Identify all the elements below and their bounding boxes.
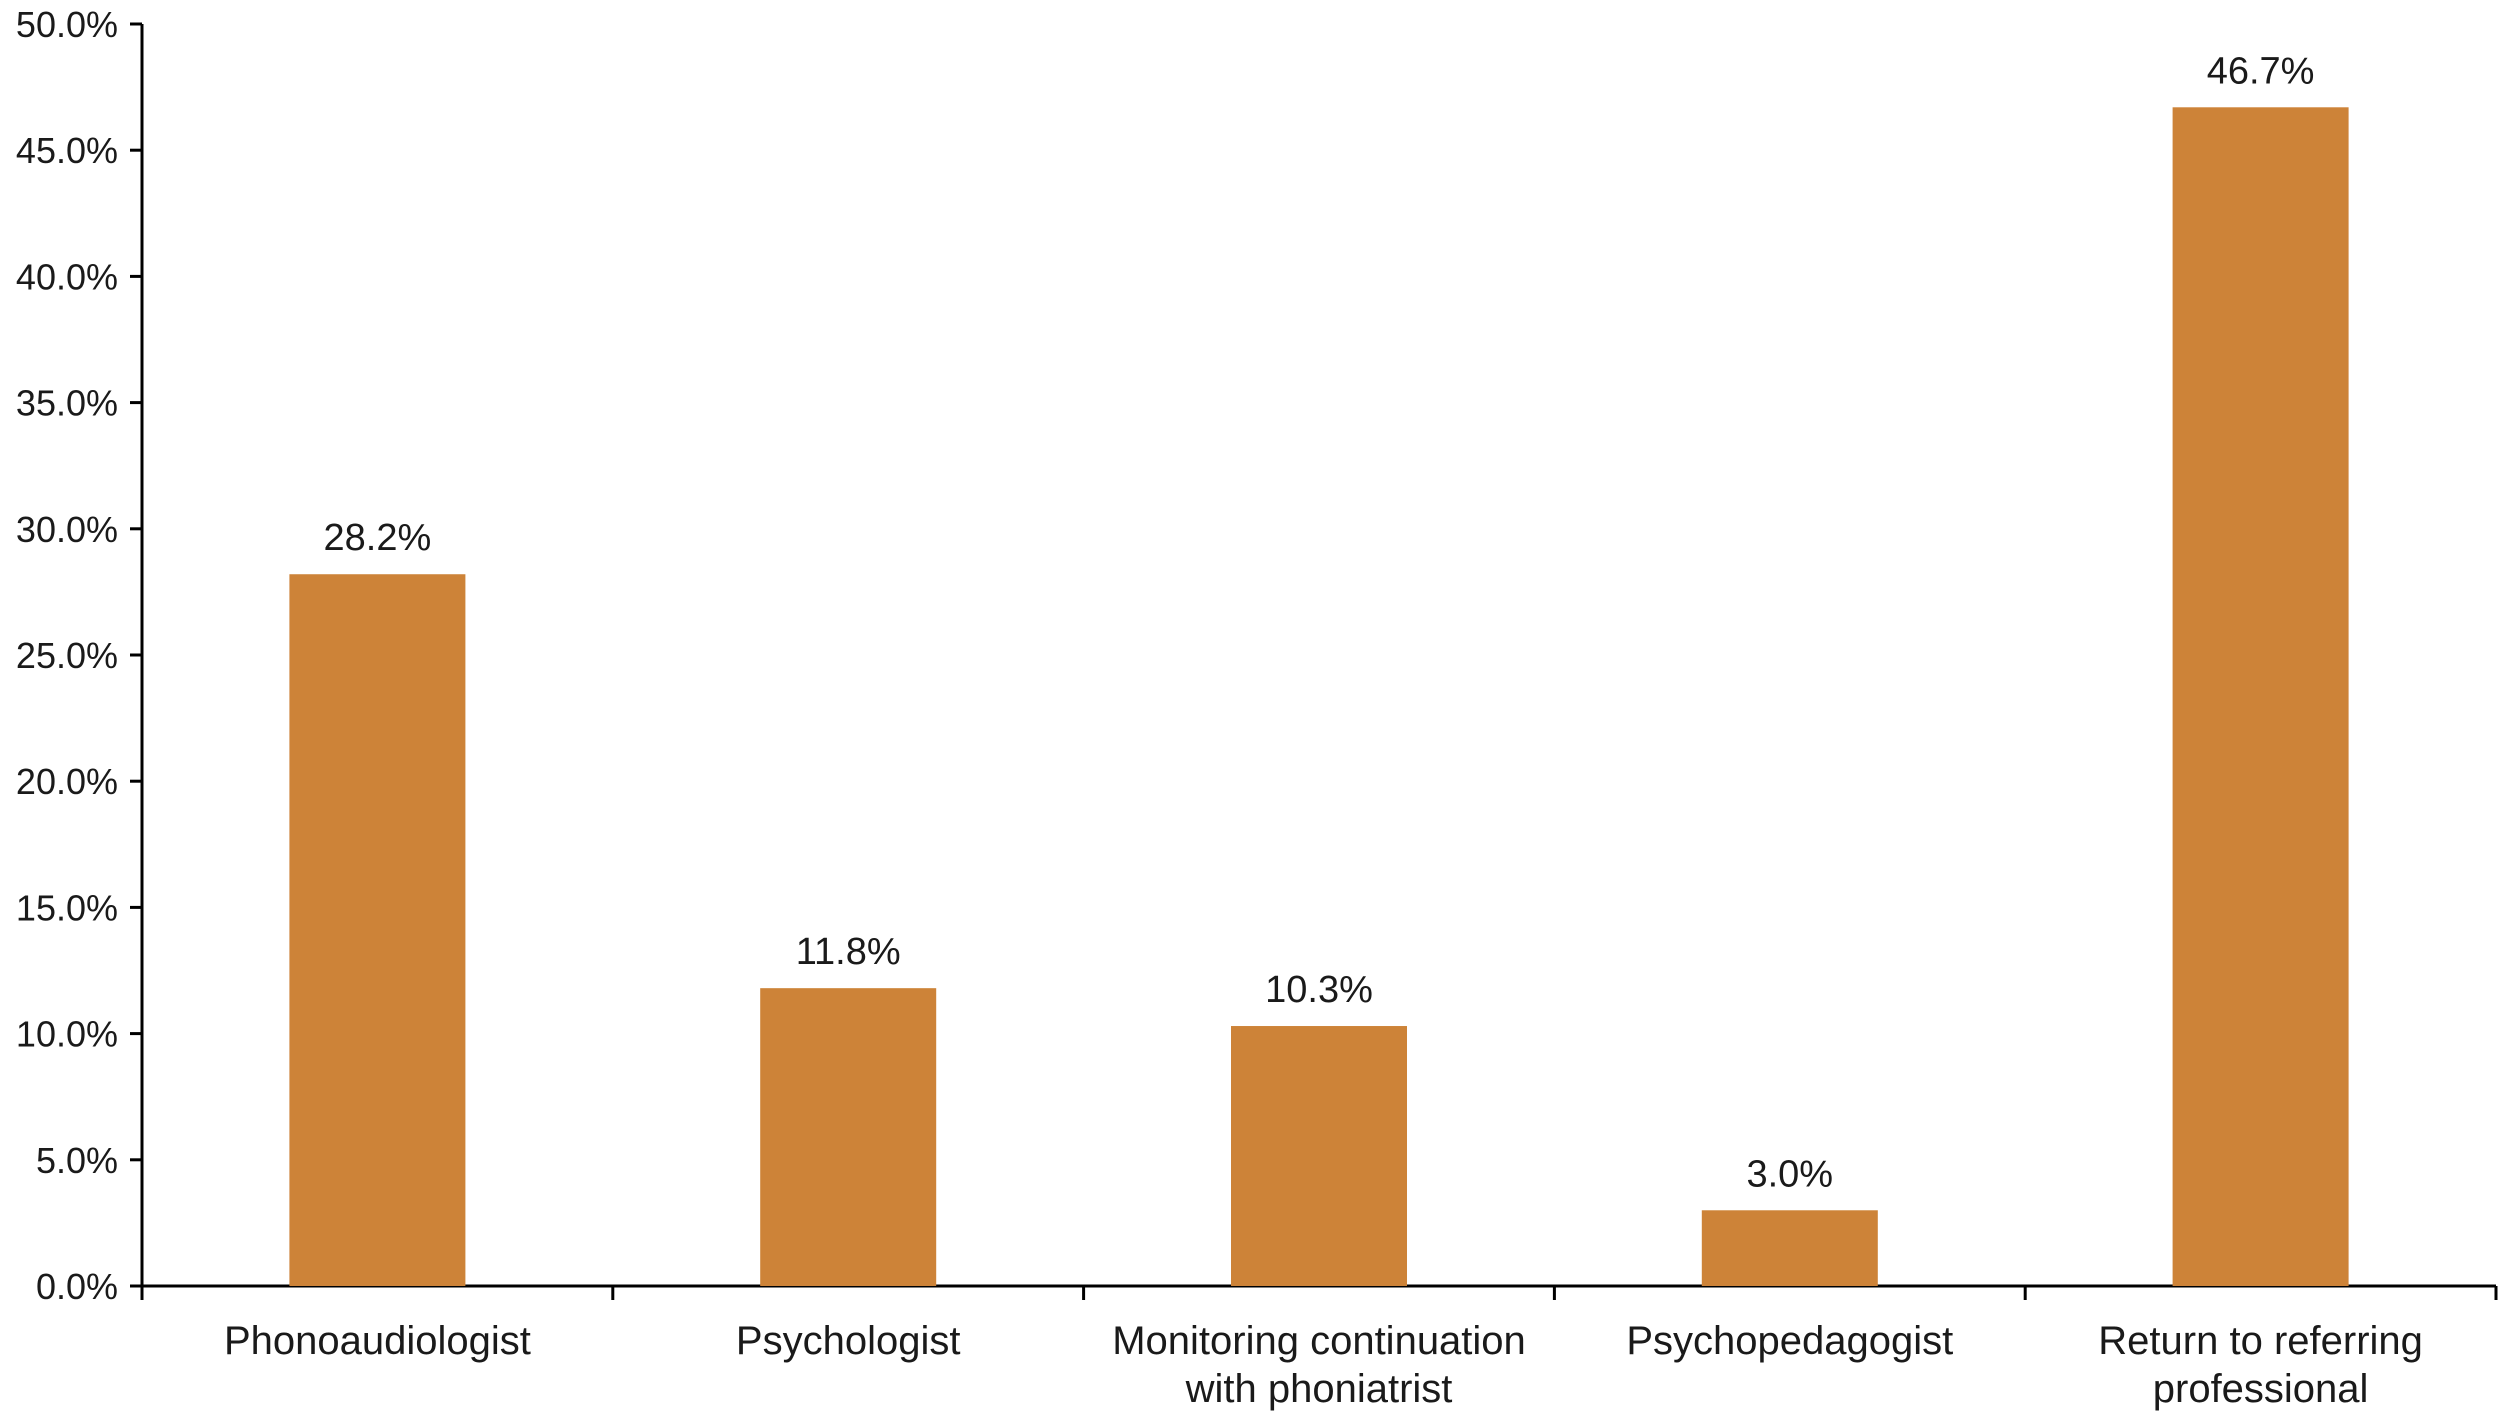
y-tick-label: 50.0% bbox=[16, 4, 118, 45]
x-tick-label: Psychologist bbox=[736, 1319, 961, 1363]
bar bbox=[2172, 107, 2349, 1287]
x-tick-label: Monitoring continuation bbox=[1112, 1319, 1526, 1363]
y-tick-label: 25.0% bbox=[16, 635, 118, 676]
bar bbox=[1231, 1026, 1407, 1286]
bar bbox=[760, 988, 937, 1286]
bars bbox=[289, 107, 2349, 1287]
data-label: 11.8% bbox=[796, 931, 901, 973]
y-tick-label: 0.0% bbox=[36, 1266, 118, 1307]
data-label: 28.2% bbox=[324, 517, 432, 559]
data-label: 3.0% bbox=[1746, 1153, 1833, 1195]
x-axis: Phonoaudiologist Psychologist Monitoring c… bbox=[140, 1284, 2498, 1411]
x-tick-label: with phoniatrist bbox=[1185, 1367, 1453, 1411]
x-tick-label: Return to referring bbox=[2098, 1319, 2423, 1363]
y-tick-label: 15.0% bbox=[16, 887, 118, 928]
x-tick-label: Psychopedagogist bbox=[1626, 1319, 1953, 1363]
y-axis: 0.0% 5.0% 10.0% 15.0% 20.0% 25.0% 30.0% 35.0% 40… bbox=[16, 4, 144, 1307]
y-tick-label: 10.0% bbox=[16, 1014, 118, 1055]
y-tick-label: 30.0% bbox=[16, 509, 118, 550]
x-tick-label: Phonoaudiologist bbox=[224, 1319, 531, 1363]
data-labels: 28.2% 11.8% 10.3% 3.0% 46.7% bbox=[324, 50, 2315, 1195]
data-label: 10.3% bbox=[1265, 969, 1373, 1011]
y-tick-label: 5.0% bbox=[36, 1140, 118, 1181]
bar bbox=[1701, 1210, 1878, 1286]
y-tick-label: 35.0% bbox=[16, 383, 118, 424]
data-label: 46.7% bbox=[2207, 50, 2315, 92]
y-tick-label: 45.0% bbox=[16, 130, 118, 171]
y-tick-label: 20.0% bbox=[16, 761, 118, 802]
x-tick-label: professional bbox=[2153, 1367, 2369, 1411]
y-tick-label: 40.0% bbox=[16, 256, 118, 297]
bar bbox=[289, 574, 466, 1286]
